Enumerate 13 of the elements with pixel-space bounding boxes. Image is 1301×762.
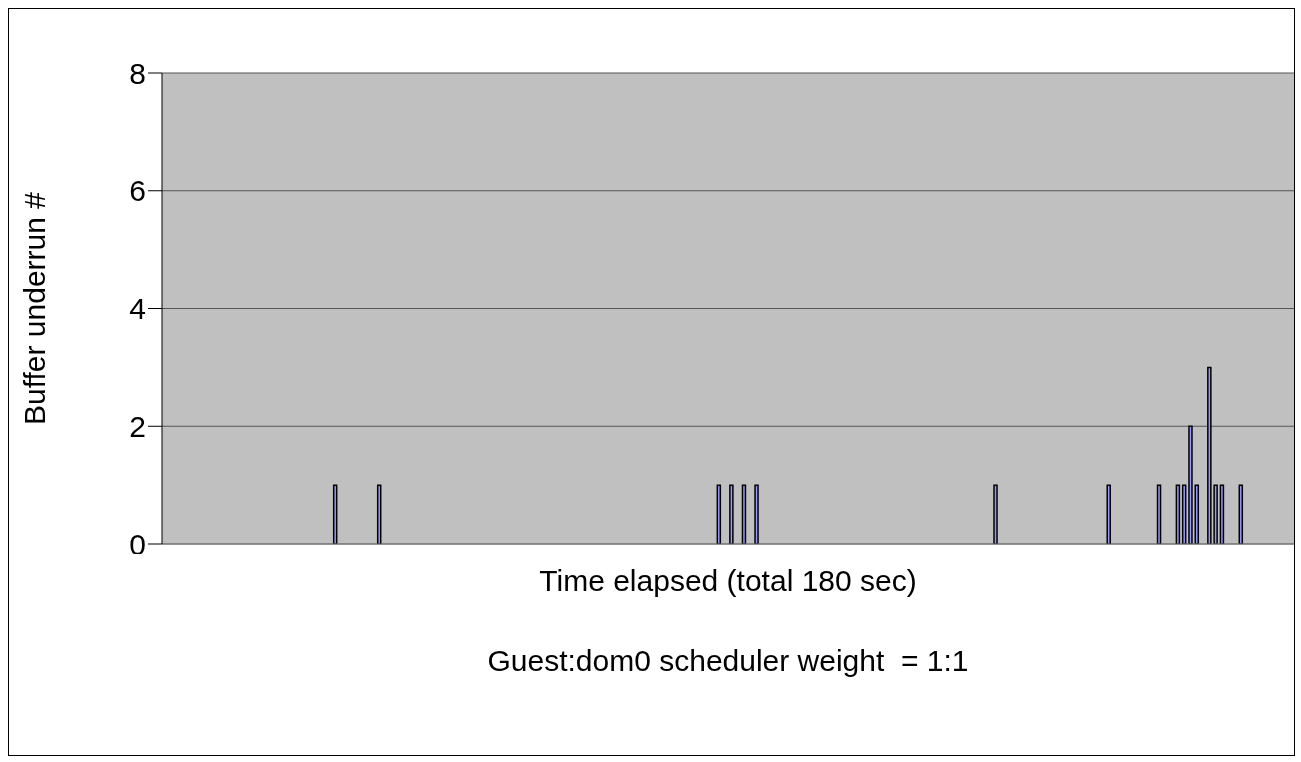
bar	[1188, 425, 1193, 544]
y-tick-label: 2	[129, 409, 146, 443]
bar	[729, 484, 734, 544]
bar	[1106, 484, 1111, 544]
y-tick-label: 4	[129, 292, 146, 326]
x-axis-title: Time elapsed (total 180 sec)	[538, 564, 918, 598]
y-tick-label: 0	[129, 527, 146, 561]
y-tick-label: 6	[129, 174, 146, 208]
y-tick-label: 8	[129, 56, 146, 90]
bar	[993, 484, 998, 544]
text: Guest:dom0 scheduler weight = 1:1	[486, 644, 970, 678]
bar	[754, 484, 759, 544]
y-axis-title: Buffer underrun #	[17, 191, 51, 425]
